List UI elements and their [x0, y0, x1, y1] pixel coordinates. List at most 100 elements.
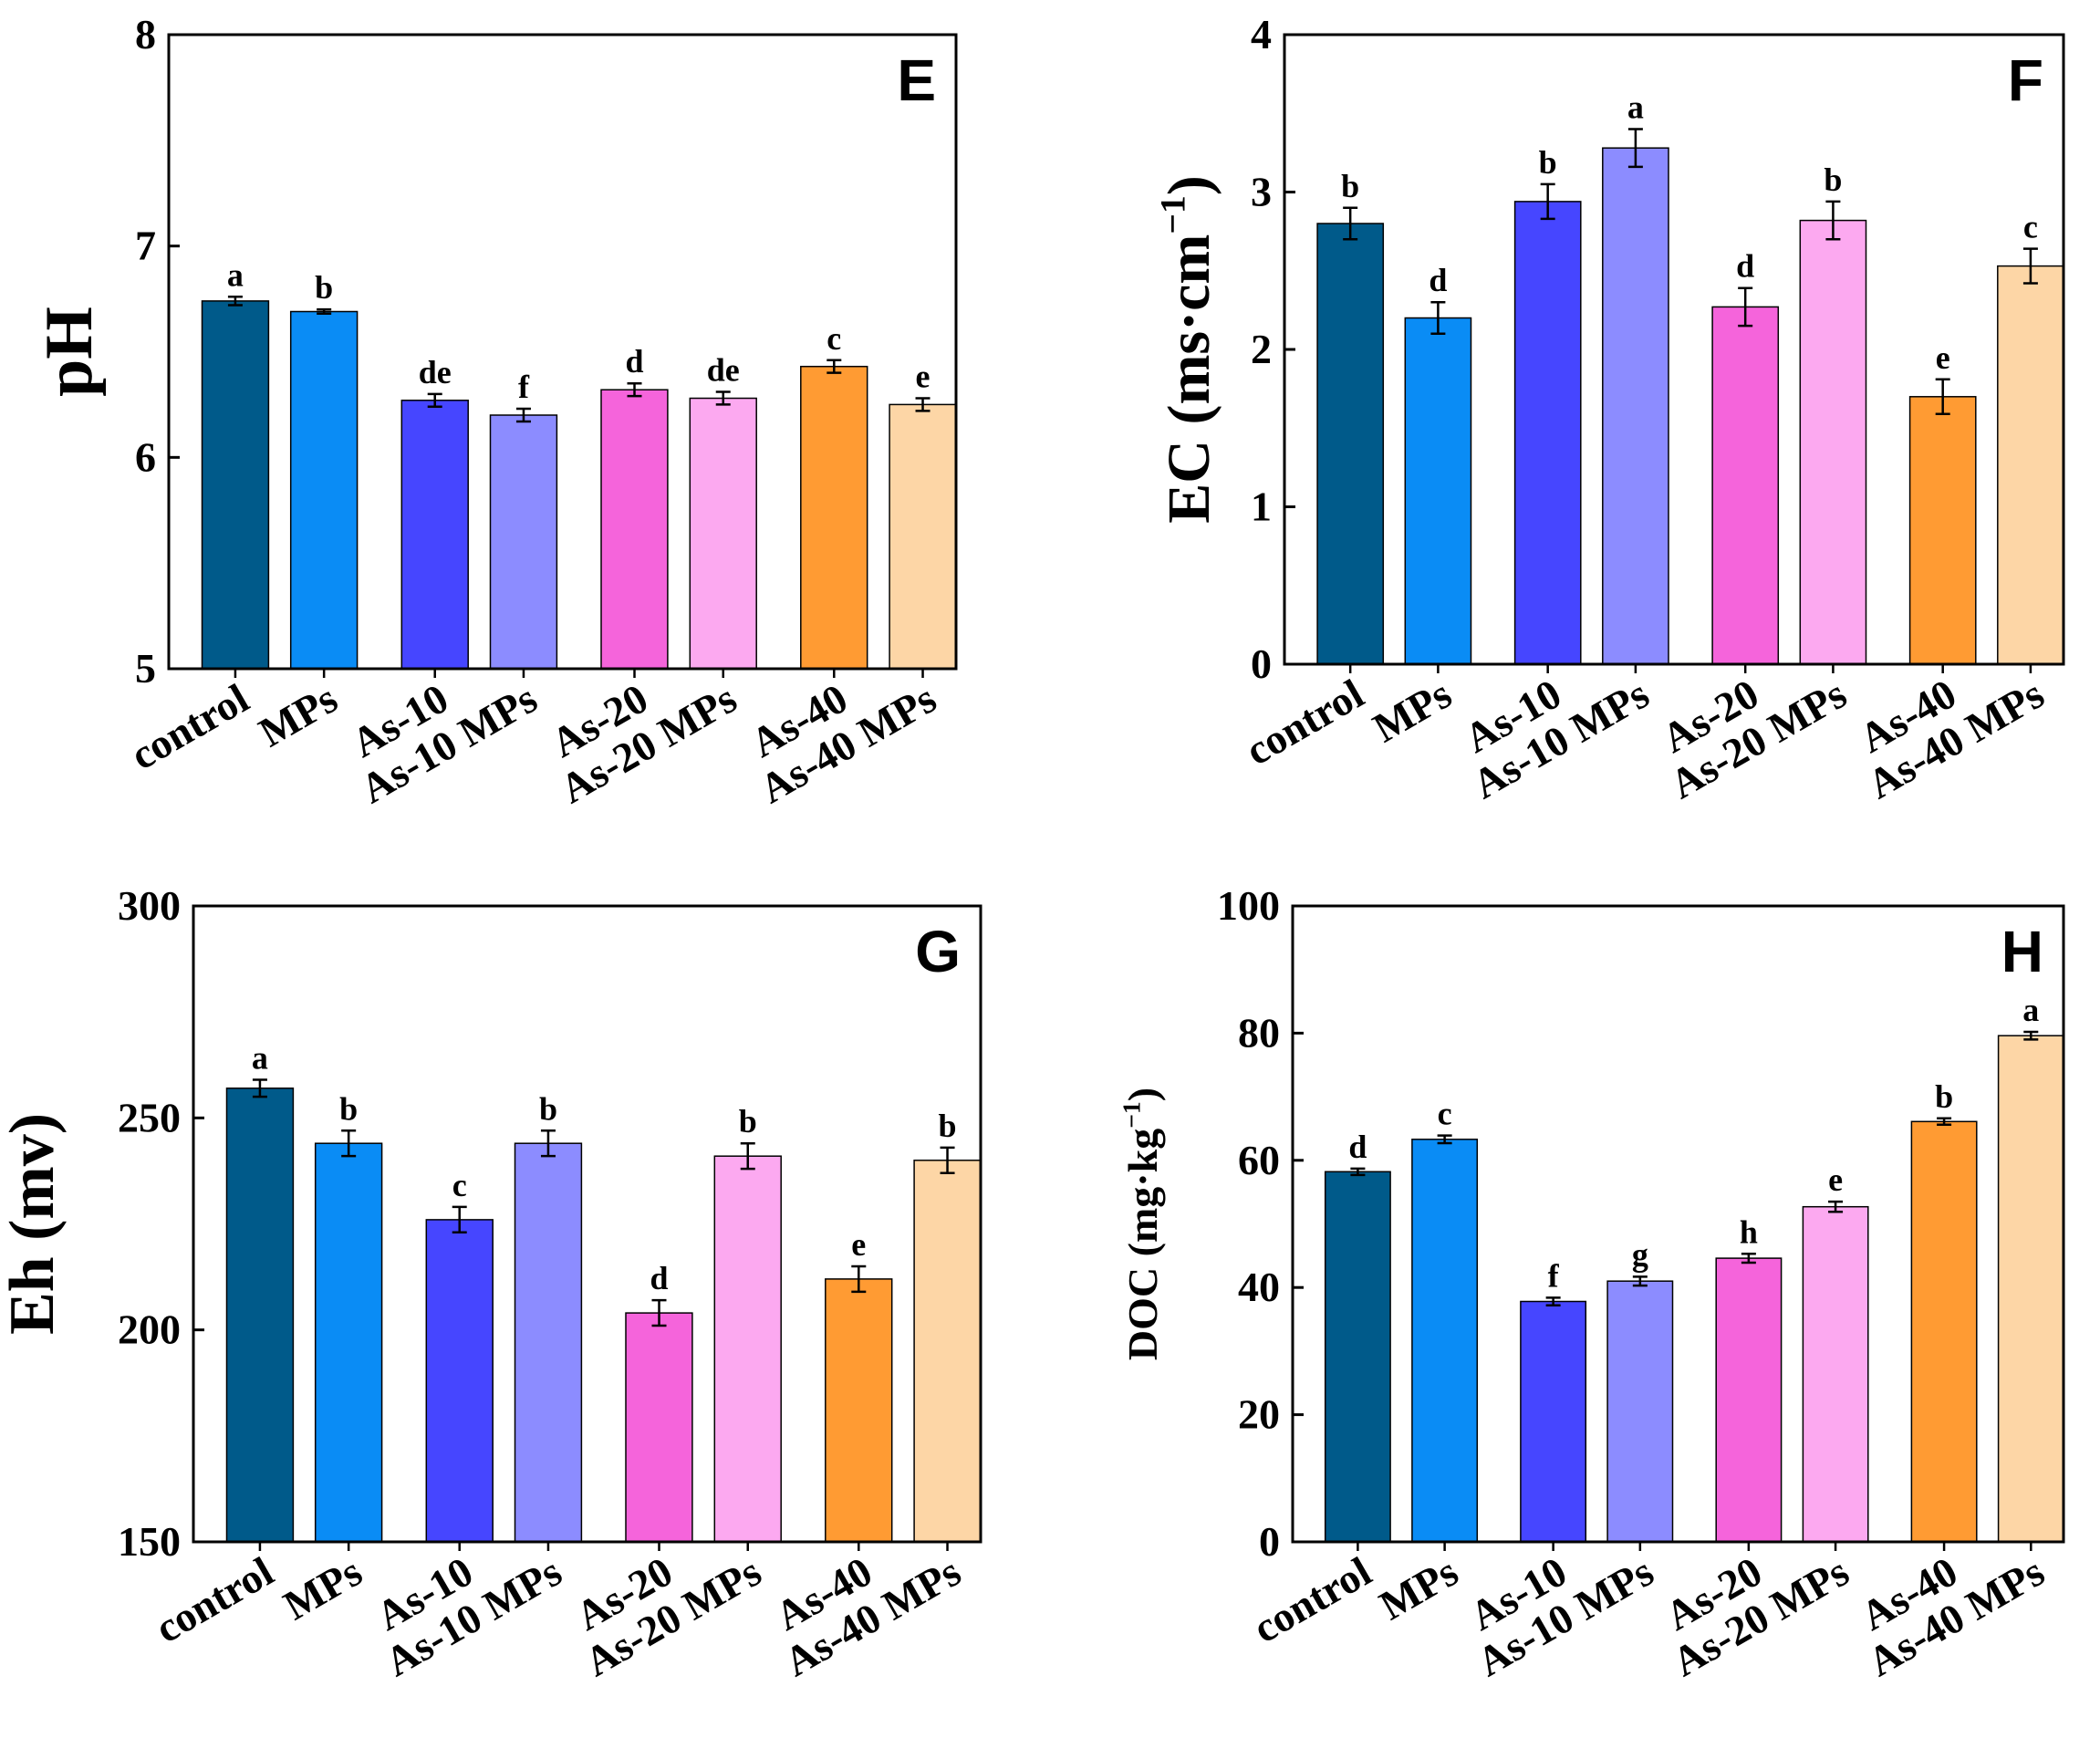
- panel-g-ylabel: Eh (mv): [0, 1113, 68, 1335]
- panel-g-bar-4: [625, 1312, 693, 1543]
- panel-h-chart: dcfgheba020406080100controlMPsAs-10As-10…: [1118, 882, 2065, 1685]
- panel-g-ytick-label-3: 300: [118, 882, 181, 929]
- panel-h-errorbar-5: [1828, 1200, 1844, 1213]
- panel-h-ytick-label-0: 0: [1259, 1518, 1280, 1565]
- panel-f-errorbar-0: [1343, 206, 1358, 241]
- panel-e-errorbar-7: [915, 397, 930, 412]
- panel-g-errorbar-5: [740, 1141, 755, 1171]
- panel-f-sig-letter-3: a: [1627, 89, 1644, 126]
- panel-g-chart: abcbdbeb150200250300controlMPsAs-10As-10…: [0, 882, 982, 1685]
- panel-e-errorbar-3: [515, 407, 531, 423]
- panel-g-errorbar-2: [452, 1205, 467, 1234]
- panel-h-sig-letter-7: a: [2022, 992, 2039, 1028]
- panel-g-bar-0: [225, 1088, 295, 1543]
- panel-h-sig-letter-1: c: [1438, 1096, 1452, 1132]
- panel-h-bar-1: [1411, 1139, 1479, 1543]
- panel-g-errorbar-1: [341, 1129, 357, 1158]
- panel-e-sig-letter-4: d: [625, 343, 643, 380]
- panel-f-errorbar-5: [1825, 200, 1841, 241]
- panel-e-category-label-1: MPs: [251, 674, 345, 755]
- panel-e-errorbar-0: [227, 296, 243, 307]
- panel-f-ytick-label-4: 4: [1251, 11, 1272, 57]
- panel-g-ytick-label-0: 150: [118, 1518, 181, 1565]
- panel-h-bar-0: [1324, 1171, 1391, 1543]
- panel-e-sig-letter-3: f: [518, 369, 530, 405]
- panel-h-ytick-label-5: 100: [1217, 882, 1280, 929]
- panel-g-errorbar-6: [851, 1264, 867, 1294]
- panel-g-ytick-label-1: 200: [118, 1306, 181, 1353]
- panel-f-sig-letter-4: d: [1736, 248, 1754, 285]
- panel-g-letter: G: [915, 919, 961, 984]
- panel-e-errorbar-6: [826, 359, 842, 374]
- panel-e-sig-letter-7: e: [916, 359, 930, 395]
- panel-h-sig-letter-3: g: [1632, 1236, 1648, 1273]
- panel-e-ytick-label-3: 8: [135, 11, 156, 57]
- panel-g-axes-frame: [192, 904, 982, 1544]
- panel-g-bar-3: [514, 1142, 583, 1543]
- panel-g-errorbar-4: [651, 1298, 667, 1327]
- panel-e-bar-2: [400, 400, 469, 670]
- panel-g-sig-letter-7: b: [939, 1108, 957, 1144]
- panel-f-errorbar-1: [1430, 301, 1446, 335]
- panel-g-sig-letter-6: e: [851, 1226, 866, 1263]
- panel-g-ytick-label-2: 250: [118, 1094, 181, 1140]
- panel-f-sig-letter-0: b: [1341, 168, 1359, 204]
- panel-h-errorbar-7: [2023, 1030, 2039, 1041]
- panel-e-axes-frame: [167, 33, 958, 671]
- panel-f-ytick-label-0: 0: [1251, 640, 1272, 687]
- panel-g-category-label-1: MPs: [275, 1547, 369, 1629]
- panel-f-bar-3: [1602, 147, 1669, 665]
- panel-e-sig-letter-5: de: [707, 352, 740, 389]
- panel-h-bar-3: [1606, 1280, 1674, 1543]
- panel-f-bar-2: [1513, 201, 1582, 665]
- panel-f-errorbar-4: [1738, 286, 1753, 328]
- panel-g-sig-letter-5: b: [739, 1103, 757, 1140]
- panel-e-errorbar-2: [427, 392, 442, 408]
- panel-h-letter: H: [2001, 919, 2043, 984]
- panel-g-bar-5: [713, 1155, 782, 1543]
- panel-e-sig-letter-2: de: [419, 354, 452, 390]
- panel-f-bar-4: [1711, 306, 1780, 665]
- panel-g-bar-7: [913, 1160, 982, 1543]
- panel-h-sig-letter-0: d: [1348, 1129, 1367, 1165]
- panel-f-ylabel: EC (ms·cm−1): [1153, 175, 1222, 523]
- panel-h-axes-frame: [1291, 904, 2065, 1544]
- panel-e-sig-letter-1: b: [315, 269, 333, 306]
- panel-h-errorbar-6: [1937, 1117, 1952, 1127]
- panel-e-sig-letter-6: c: [826, 320, 841, 357]
- panel-h-errorbar-4: [1741, 1253, 1756, 1264]
- panel-g-errorbar-7: [940, 1146, 955, 1174]
- panel-e-bar-6: [800, 365, 868, 670]
- panel-h-errorbar-1: [1437, 1134, 1452, 1145]
- panel-f-category-label-1: MPs: [1365, 670, 1459, 751]
- panel-f-sig-letter-6: e: [1936, 339, 1950, 376]
- panel-h-errorbar-3: [1632, 1275, 1648, 1287]
- panel-h-bar-2: [1520, 1300, 1587, 1543]
- panel-f-errorbar-3: [1627, 128, 1643, 169]
- panel-g-sig-letter-2: c: [452, 1167, 467, 1203]
- panel-h-bar-6: [1910, 1120, 1978, 1543]
- panel-f-letter: F: [2008, 47, 2043, 113]
- panel-f-bar-1: [1404, 317, 1472, 665]
- panel-e-ylabel: pH: [32, 307, 107, 397]
- panel-g-bar-1: [314, 1142, 383, 1543]
- panel-g-sig-letter-3: b: [539, 1090, 557, 1127]
- panel-f-sig-letter-2: b: [1539, 144, 1557, 181]
- panel-e-errorbar-5: [715, 390, 731, 406]
- panel-h-errorbar-0: [1350, 1167, 1366, 1177]
- panel-g-errorbar-0: [252, 1078, 267, 1098]
- panel-f-sig-letter-5: b: [1824, 161, 1842, 198]
- panel-e-sig-letter-0: a: [227, 256, 244, 293]
- panel-e-bar-0: [201, 300, 270, 670]
- panel-f-errorbar-6: [1935, 378, 1950, 415]
- panel-g-bar-2: [425, 1219, 494, 1543]
- panel-h-sig-letter-2: f: [1548, 1257, 1560, 1294]
- panel-g-sig-letter-1: b: [339, 1090, 358, 1127]
- panel-e-bar-3: [489, 414, 558, 670]
- panel-f-ytick-label-3: 3: [1251, 169, 1272, 215]
- panel-h-category-label-1: MPs: [1372, 1547, 1466, 1629]
- panel-e-ytick-label-2: 7: [135, 223, 156, 269]
- panel-h-ytick-label-1: 20: [1238, 1391, 1280, 1438]
